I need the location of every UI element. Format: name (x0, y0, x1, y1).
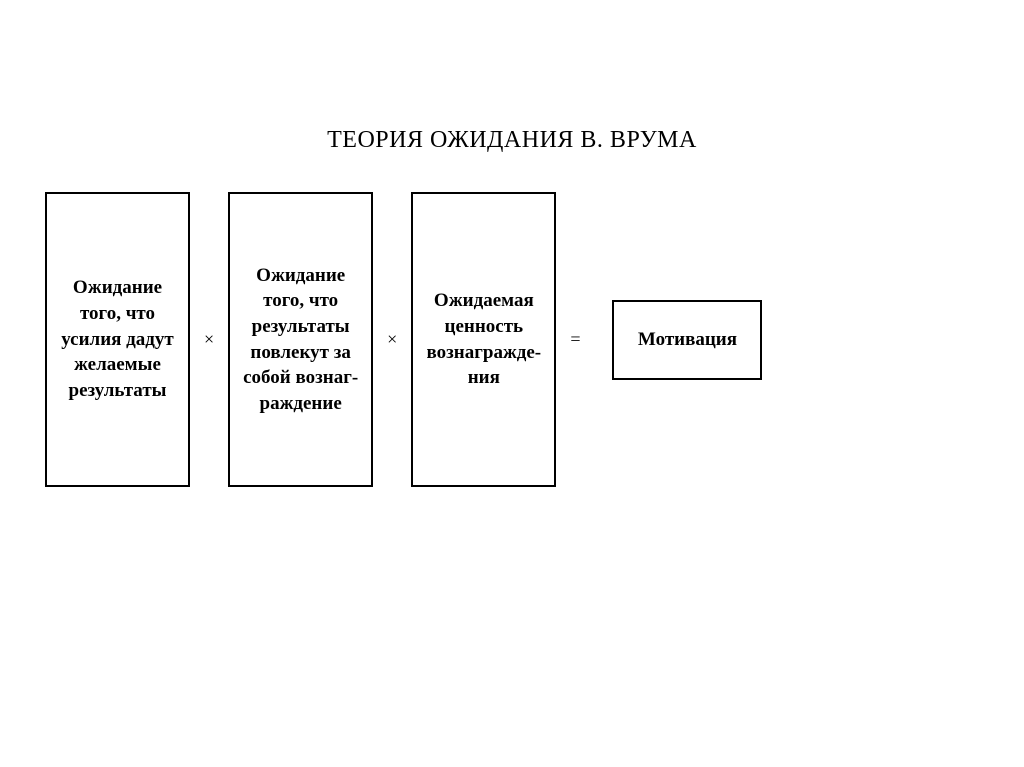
diagram-title: ТЕОРИЯ ОЖИДАНИЯ В. ВРУМА (0, 127, 1024, 154)
multiply-operator-1: × (192, 329, 226, 350)
box-text: Ожидаемая ценность вознагражде-ния (421, 288, 546, 391)
diagram-container: Ожидание того, что усилия дадут желаемые… (45, 192, 762, 487)
box-text: Ожидание того, что результаты повлекут з… (238, 263, 363, 417)
expectancy-box-effort: Ожидание того, что усилия дадут желаемые… (45, 192, 190, 487)
equals-operator: = (558, 329, 592, 350)
expectancy-box-results: Ожидание того, что результаты повлекут з… (228, 192, 373, 487)
expectancy-box-valence: Ожидаемая ценность вознагражде-ния (411, 192, 556, 487)
motivation-result-box: Мотивация (612, 300, 762, 380)
box-text: Ожидание того, что усилия дадут желаемые… (55, 275, 180, 403)
box-text: Мотивация (638, 327, 737, 353)
multiply-operator-2: × (375, 329, 409, 350)
